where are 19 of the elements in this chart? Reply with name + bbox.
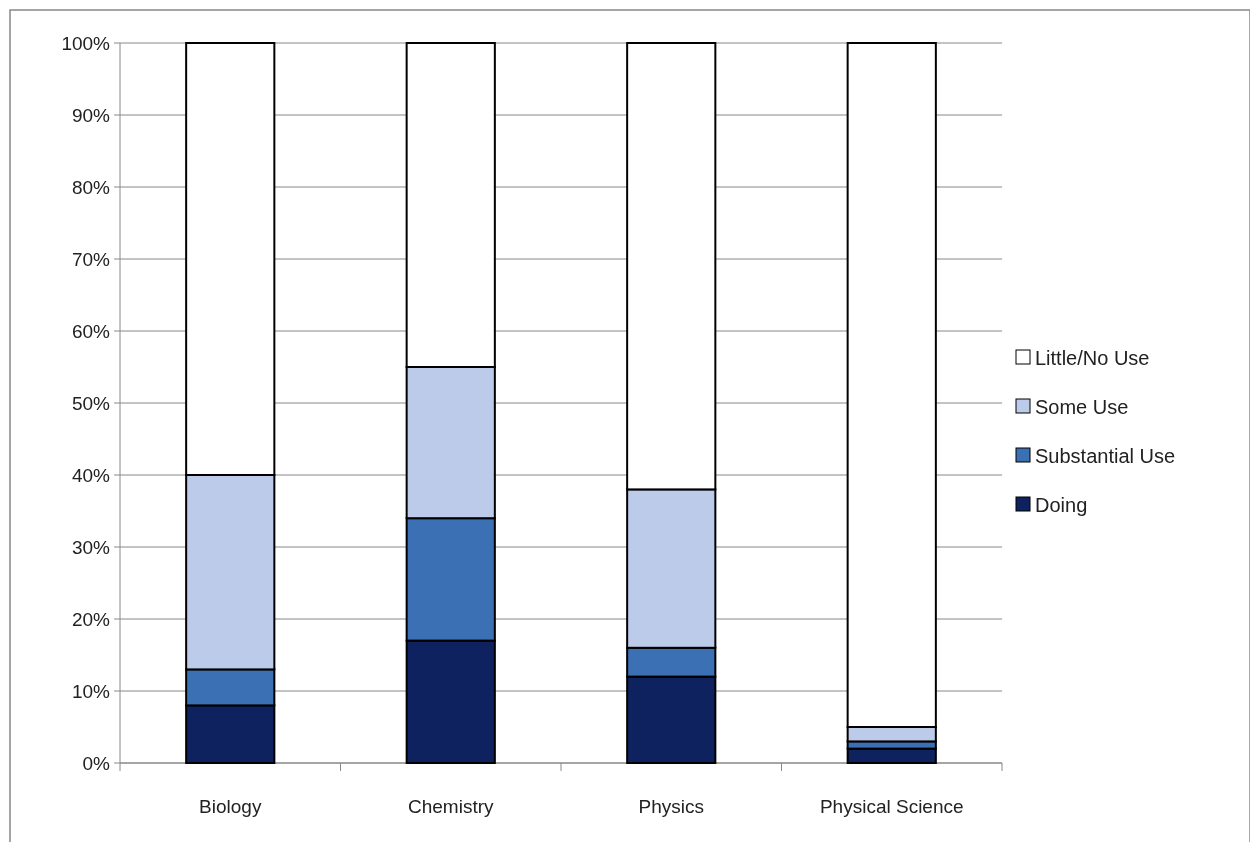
y-tick-label: 60% [71,320,111,342]
y-tick-label: 80% [71,176,111,198]
x-tick-label: Chemistry [407,796,494,817]
y-tick-label: 50% [71,392,111,414]
x-tick-label: Biology [199,796,262,817]
x-tick-label: Physical Science [819,796,964,817]
y-tick-label: 30% [71,536,111,558]
y-tick-label: 20% [71,608,111,630]
legend-label: Substantial Use [1035,445,1176,467]
y-tick-label: 70% [71,248,111,270]
legend-label: Little/No Use [1035,347,1150,369]
y-tick-label: 40% [71,464,111,486]
x-tick-label: Physics [638,796,704,817]
y-tick-label: 100% [61,32,111,54]
legend-label: Doing [1035,494,1088,516]
y-tick-label: 0% [82,752,111,774]
y-tick-label: 90% [71,104,111,126]
y-tick-label: 10% [71,680,111,702]
legend-label: Some Use [1035,396,1129,418]
